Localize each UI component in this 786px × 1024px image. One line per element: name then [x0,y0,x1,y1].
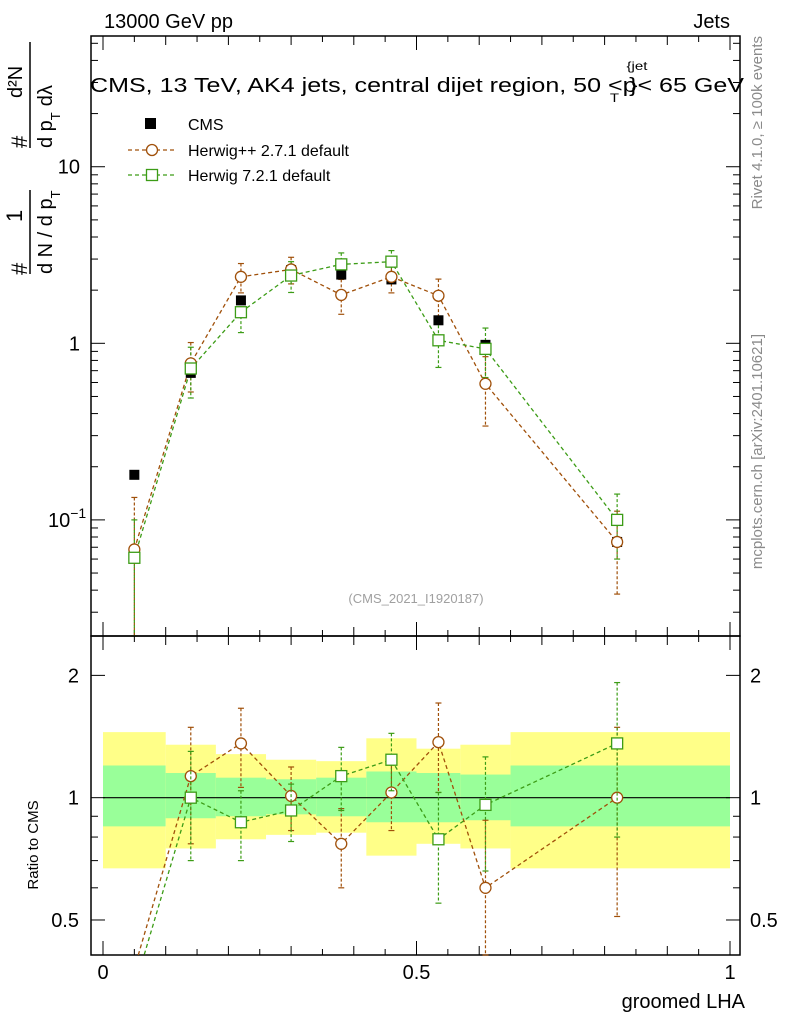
cms-data-point-4 [336,269,347,280]
ratio-1-point-7 [479,798,492,812]
series-line-0 [133,268,618,550]
cms-data-point-2 [235,295,246,306]
ratio-1-point-6 [432,833,445,846]
chart-title: CMS, 13 TeV, AK4 jets, central dijet reg… [90,59,745,105]
legend-label-0: Herwig++ 2.7.1 default [188,143,350,160]
cms-data-point-0 [129,469,140,480]
ratio-0-point-2 [234,737,248,750]
rivet-version-label: Rivet 4.1.0, ≥ 100k events [749,36,766,209]
x-tick-label-0: 0 [97,962,108,984]
ratio-1-point-4 [335,769,348,783]
ratio-frame [90,635,741,956]
ratio-tick-label-right-2: 2 [750,665,761,687]
ratio-1-point-3 [284,804,298,817]
ratio-tick-label-right-1: 1 [750,788,761,810]
ratio-y-label: Ratio to CMS [25,800,42,889]
ratio-tick-label-left-0: 0.5 [51,910,79,932]
ratio-0-point-7 [479,881,492,894]
legend-label-1: Herwig 7.2.1 default [188,168,331,185]
header-left: 13000 GeV pp [104,11,233,33]
series-0-point-7 [479,377,492,390]
series-1-point-3 [284,269,298,282]
ratio-1-point-8 [610,737,624,750]
ratio-tick-label-left-2: 2 [68,665,79,687]
ratio-0-point-4 [335,837,348,850]
legend-marker-1 [145,168,159,182]
ratio-plot: 0 0.5 1 0.5 0.5 1 1 2 2 [51,635,778,984]
ratio-band-inner-0 [103,765,166,827]
cms-data-point-6 [433,315,444,326]
ratio-tick-label-right-0: 0.5 [750,910,778,932]
series-1-point-0 [128,551,141,564]
series-1-point-8 [610,513,624,527]
mcplots-label: mcplots.cern.ch [arXiv:2401.10621] [749,334,766,569]
series-0-point-8 [610,535,624,549]
main-plot: 10−1 1 10 CMS Herwig++ 2.7.1 default Herwig 7… [48,35,741,637]
x-tick-label-2: 1 [724,962,735,984]
ratio-0-point-5 [385,786,398,799]
series-1-point-4 [335,258,348,271]
series-1-point-1 [184,362,197,375]
series-1-point-5 [385,255,398,268]
x-tick-label-1: 0.5 [403,962,431,984]
ylabel-hash-1: # [7,262,32,275]
ylabel-dpT-dlambda: d pTdλ [35,85,63,148]
legend-marker-0 [145,143,159,157]
legend: CMS Herwig++ 2.7.1 default Herwig 7.2.1 de… [128,117,350,185]
y-tick-label-1: 1 [69,333,80,355]
ylabel-hash-2: # [7,135,32,148]
x-axis-label: groomed LHA [622,991,746,1013]
legend-cms-marker [145,118,156,129]
y-axis-label: # 1 d N / d pT # d²N d pTdλ [2,42,63,275]
ylabel-dN-dpT: d N / d pT [35,190,63,274]
ratio-1-point-1 [184,791,197,804]
ylabel-d2N: d²N [5,66,27,98]
ratio-1-point-5 [385,753,398,766]
ratio-0-point-6 [432,735,445,749]
labels: 13000 GeV pp Jets CMS, 13 TeV, AK4 jets,… [2,11,766,1013]
ratio-tick-label-left-1: 1 [68,788,79,810]
series-1-point-7 [479,342,492,356]
series-0-point-6 [432,289,445,302]
ylabel-one: 1 [2,210,27,222]
y-tick-label-0: 10−1 [48,505,86,532]
series-1-point-2 [234,306,248,319]
series-0-point-2 [234,270,248,283]
series-line-1 [133,260,618,558]
analysis-watermark: (CMS_2021_I1920187) [348,591,483,606]
y-tick-label-2: 10 [58,157,80,179]
ratio-1-point-2 [234,816,248,829]
header-right: Jets [693,11,730,33]
series-0-point-5 [385,270,398,283]
series-1-point-6 [432,334,445,347]
series-0-point-4 [335,288,348,302]
legend-cms-label: CMS [188,117,224,134]
